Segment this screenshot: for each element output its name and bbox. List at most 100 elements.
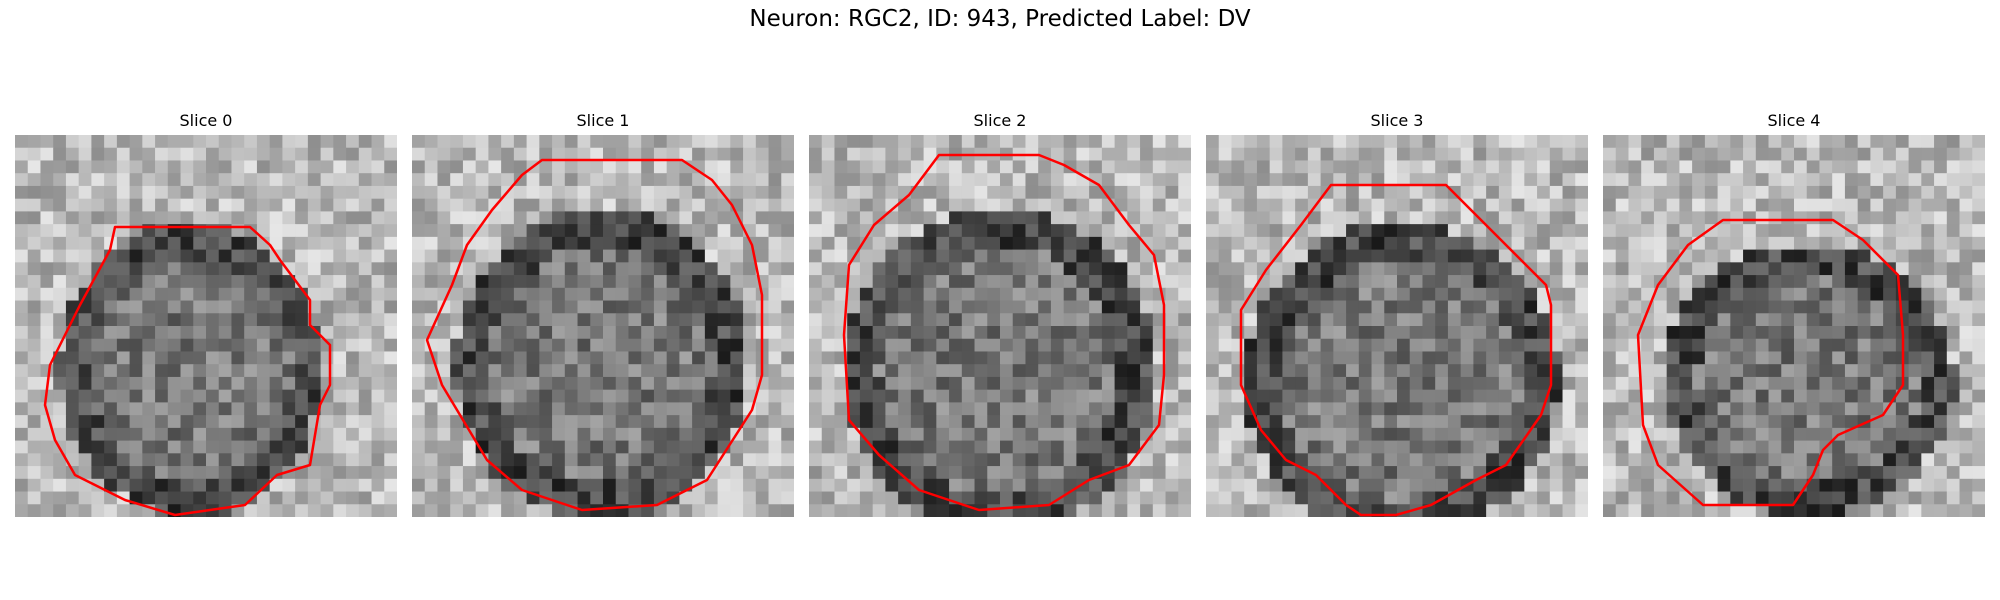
- image-pixel: [384, 147, 397, 161]
- image-pixel: [1050, 211, 1065, 225]
- image-pixel: [1076, 351, 1090, 365]
- image-pixel: [1844, 466, 1859, 480]
- image-pixel: [462, 275, 477, 289]
- image-pixel: [116, 338, 130, 352]
- image-pixel: [282, 224, 296, 238]
- image-pixel: [346, 376, 360, 391]
- image-pixel: [15, 338, 29, 352]
- image-pixel: [1653, 440, 1668, 454]
- image-pixel: [295, 364, 309, 378]
- image-pixel: [1934, 313, 1948, 327]
- image-pixel: [412, 249, 426, 263]
- image-pixel: [1152, 453, 1166, 467]
- image-pixel: [1562, 376, 1576, 391]
- image-pixel: [1231, 504, 1245, 517]
- image-pixel: [768, 224, 782, 238]
- image-pixel: [1857, 173, 1871, 187]
- image-pixel: [590, 440, 604, 454]
- image-pixel: [1218, 338, 1232, 352]
- image-pixel: [1089, 364, 1103, 378]
- image-pixel: [1921, 275, 1935, 289]
- image-pixel: [412, 275, 426, 289]
- image-pixel: [320, 427, 334, 441]
- image-pixel: [1819, 466, 1833, 480]
- image-pixel: [1934, 236, 1948, 250]
- image-pixel: [1269, 427, 1283, 441]
- image-pixel: [269, 389, 283, 403]
- image-pixel: [1781, 185, 1795, 200]
- image-pixel: [513, 415, 527, 429]
- image-pixel: [781, 135, 794, 149]
- image-pixel: [1615, 236, 1629, 250]
- image-pixel: [1231, 211, 1245, 225]
- image-pixel: [1883, 364, 1897, 378]
- image-pixel: [371, 389, 385, 403]
- image-pixel: [424, 160, 438, 174]
- image-pixel: [1178, 313, 1191, 327]
- image-pixel: [104, 415, 118, 429]
- image-pixel: [923, 402, 937, 416]
- image-pixel: [577, 236, 591, 250]
- image-pixel: [513, 224, 527, 238]
- image-pixel: [603, 300, 617, 314]
- image-pixel: [1870, 478, 1884, 492]
- image-pixel: [847, 185, 861, 200]
- image-pixel: [1857, 185, 1871, 200]
- image-pixel: [1781, 287, 1795, 301]
- image-pixel: [526, 415, 540, 429]
- image-pixel: [1231, 351, 1245, 365]
- image-pixel: [501, 249, 515, 263]
- image-pixel: [384, 160, 397, 174]
- image-pixel: [910, 389, 924, 403]
- image-pixel: [295, 427, 309, 441]
- image-pixel: [809, 415, 823, 429]
- image-pixel: [513, 376, 527, 391]
- image-pixel: [885, 249, 899, 263]
- image-pixel: [1679, 491, 1693, 505]
- image-pixel: [834, 389, 848, 403]
- image-pixel: [1562, 326, 1576, 340]
- image-pixel: [1012, 224, 1026, 238]
- image-pixel: [1409, 300, 1423, 314]
- image-pixel: [1025, 440, 1039, 454]
- image-pixel: [1333, 376, 1347, 391]
- image-pixel: [1358, 376, 1372, 391]
- image-pixel: [1165, 147, 1179, 161]
- image-pixel: [1883, 478, 1897, 492]
- image-pixel: [704, 440, 718, 454]
- image-pixel: [653, 262, 668, 276]
- image-pixel: [936, 466, 950, 480]
- image-pixel: [1140, 300, 1154, 314]
- image-pixel: [295, 504, 309, 517]
- image-pixel: [1666, 389, 1680, 403]
- image-pixel: [717, 478, 731, 492]
- image-pixel: [1870, 338, 1884, 352]
- image-pixel: [949, 415, 963, 429]
- image-pixel: [1409, 389, 1423, 403]
- image-pixel: [1844, 287, 1859, 301]
- image-pixel: [1666, 440, 1680, 454]
- image-pixel: [501, 326, 515, 340]
- image-pixel: [1666, 236, 1680, 250]
- image-pixel: [155, 338, 169, 352]
- image-pixel: [256, 135, 271, 149]
- image-pixel: [1218, 466, 1232, 480]
- image-pixel: [1384, 147, 1398, 161]
- image-pixel: [936, 504, 950, 517]
- image-pixel: [1152, 185, 1166, 200]
- image-pixel: [628, 160, 642, 174]
- image-pixel: [475, 275, 489, 289]
- image-pixel: [1460, 147, 1474, 161]
- image-pixel: [333, 198, 347, 212]
- image-pixel: [501, 275, 515, 289]
- image-pixel: [809, 338, 823, 352]
- image-pixel: [1615, 198, 1629, 212]
- image-pixel: [1921, 504, 1935, 517]
- image-pixel: [1140, 249, 1154, 263]
- image-pixel: [142, 491, 156, 505]
- image-pixel: [167, 198, 181, 212]
- image-pixel: [603, 376, 617, 391]
- image-pixel: [412, 185, 426, 200]
- image-pixel: [539, 211, 553, 225]
- image-pixel: [104, 160, 118, 174]
